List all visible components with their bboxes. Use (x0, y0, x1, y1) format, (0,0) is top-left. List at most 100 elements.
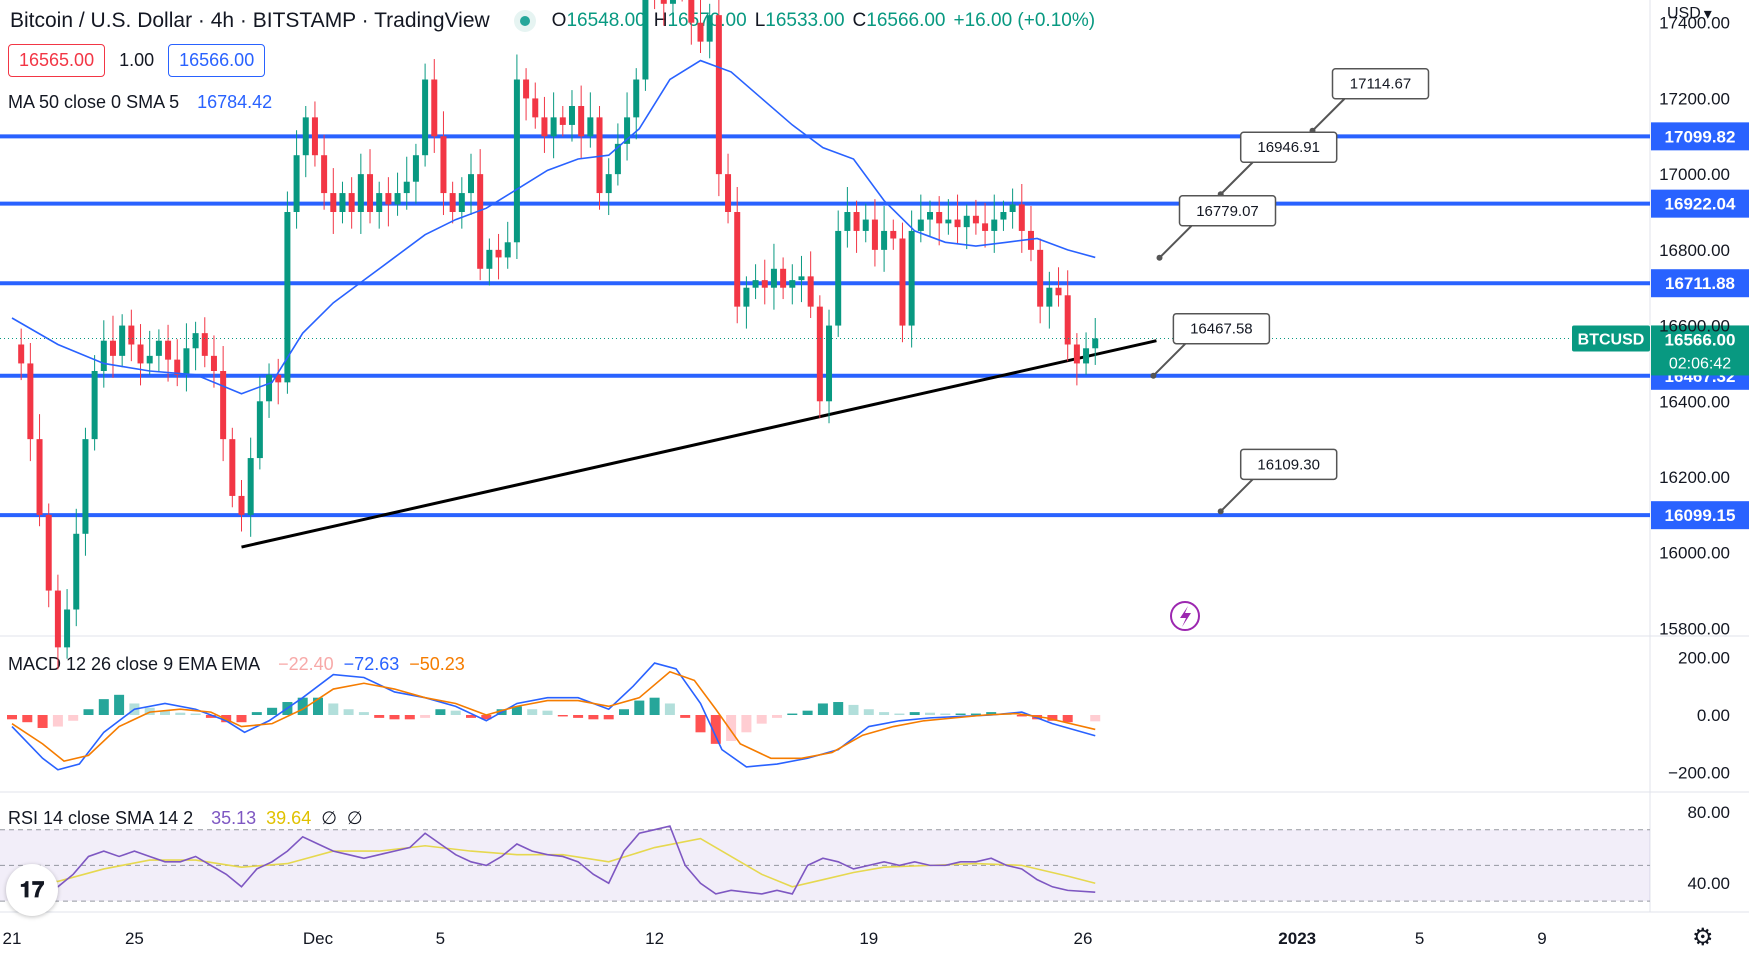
candle-body (706, 15, 713, 42)
candle-body (458, 193, 465, 212)
candle-body (660, 0, 667, 4)
ma-legend-label: MA 50 close 0 SMA 5 (8, 92, 180, 112)
macd-histogram-bar (98, 699, 109, 715)
callout-pointer (1311, 98, 1346, 132)
symbol-badge-label: BTCUSD (1578, 331, 1645, 348)
macd-histogram-bar (190, 713, 201, 715)
level-price-badge (1651, 501, 1749, 530)
candle-body (917, 219, 924, 231)
macd-histogram-bar (22, 715, 33, 723)
candle-body (826, 325, 833, 402)
candle-body (1027, 230, 1034, 250)
macd-histogram-bar (863, 709, 874, 715)
candle-body (27, 363, 34, 440)
gear-icon[interactable]: ⚙ (1692, 924, 1714, 951)
candle-body (357, 174, 364, 212)
candle-body (798, 276, 805, 281)
macd-histogram-bar (787, 713, 798, 715)
candle-body (385, 193, 392, 205)
symbol-title[interactable]: Bitcoin / U.S. Dollar · 4h · BITSTAMP · … (10, 9, 490, 32)
macd-histogram-bar (603, 715, 614, 720)
macd-histogram-bar (1047, 715, 1058, 721)
macd-line (11, 662, 1096, 771)
candle-body (311, 117, 318, 156)
quote-panel: 16565.00 1.00 16566.00 (8, 44, 266, 77)
candle-body (743, 287, 750, 307)
candle-body (982, 223, 989, 231)
x-tick-label: 26 (1074, 929, 1093, 948)
macd-histogram-bar (7, 715, 17, 720)
candle-body (293, 155, 300, 212)
x-tick-label: 9 (1537, 929, 1546, 948)
callout-box (1239, 448, 1338, 481)
rsi-extra-1: ∅ (321, 808, 337, 828)
candle-body (605, 174, 612, 194)
macd-histogram-bar (879, 712, 890, 715)
macd-histogram-bar (557, 715, 568, 717)
macd-histogram-bar (741, 715, 752, 733)
callout-box (1178, 195, 1277, 227)
macd-histogram-bar (404, 715, 415, 720)
x-tick-label: 21 (3, 929, 22, 948)
candle-body (256, 401, 263, 459)
callout-box (1239, 131, 1338, 163)
rsi-legend[interactable]: RSI 14 close SMA 14 2 35.13 39.64 ∅ ∅ (8, 808, 363, 829)
candle-body (165, 340, 172, 360)
macd-histogram-bar (313, 697, 323, 715)
callout-box (1331, 67, 1430, 100)
price-tick-label: 16000.00 (1659, 544, 1730, 563)
candle-body (697, 22, 704, 42)
candle-body (770, 268, 777, 288)
buy-button[interactable]: 16566.00 (168, 44, 266, 77)
candle-body (1083, 348, 1090, 364)
x-tick-label: Dec (303, 929, 334, 948)
level-price-label: 16099.15 (1665, 506, 1736, 525)
candle-body (210, 355, 217, 371)
candle-body (1055, 287, 1062, 296)
macd-histogram-bar (848, 704, 859, 715)
macd-histogram-bar (527, 709, 538, 715)
candle-body (302, 117, 309, 156)
candle-body (761, 280, 768, 288)
candle-body (54, 590, 61, 648)
ma-legend[interactable]: MA 50 close 0 SMA 5 16784.42 (8, 92, 272, 113)
candle-body (321, 155, 328, 194)
macd-histogram-bar (1090, 715, 1101, 722)
flash-bolt-icon (1180, 606, 1191, 627)
candle-body (1018, 204, 1025, 231)
macd-histogram-bar (343, 709, 354, 715)
macd-tick-label: 200.00 (1678, 648, 1730, 667)
currency-selector[interactable]: USD ▾ (1667, 4, 1712, 24)
candle-body (734, 212, 741, 307)
rsi-extra-2: ∅ (346, 808, 363, 828)
market-status-icon (519, 16, 530, 26)
rsi-sma-value: 39.64 (266, 808, 312, 828)
macd-histogram-bar (297, 697, 308, 715)
sell-button[interactable]: 16565.00 (8, 44, 106, 77)
macd-histogram-bar (955, 713, 966, 715)
macd-legend[interactable]: MACD 12 26 close 9 EMA EMA −22.40 −72.63… (8, 654, 465, 675)
macd-histogram-bar (695, 715, 706, 733)
price-tick-label: 16800.00 (1659, 241, 1730, 260)
candle-body (137, 344, 144, 364)
candle-body (495, 249, 502, 258)
currency-label: USD (1667, 5, 1701, 22)
candle-body (284, 212, 291, 383)
candle-body (532, 98, 539, 118)
callout-anchor (1217, 508, 1224, 515)
macd-tick-label: 0.00 (1697, 706, 1730, 725)
level-price-label: 16711.88 (1665, 274, 1735, 293)
candle-body (725, 174, 732, 212)
candle-body (945, 219, 952, 224)
chart-header: Bitcoin / U.S. Dollar · 4h · BITSTAMP · … (10, 8, 1095, 34)
macd-histogram-bar (680, 715, 691, 718)
candle-body (991, 219, 998, 231)
spread-value: 1.00 (119, 50, 155, 70)
macd-histogram-bar (772, 715, 782, 718)
price-tick-label: 16600.00 (1659, 317, 1730, 336)
macd-histogram-bar (68, 715, 79, 721)
candle-body (468, 174, 474, 194)
candle-body (403, 181, 410, 194)
candle-body (339, 193, 346, 212)
